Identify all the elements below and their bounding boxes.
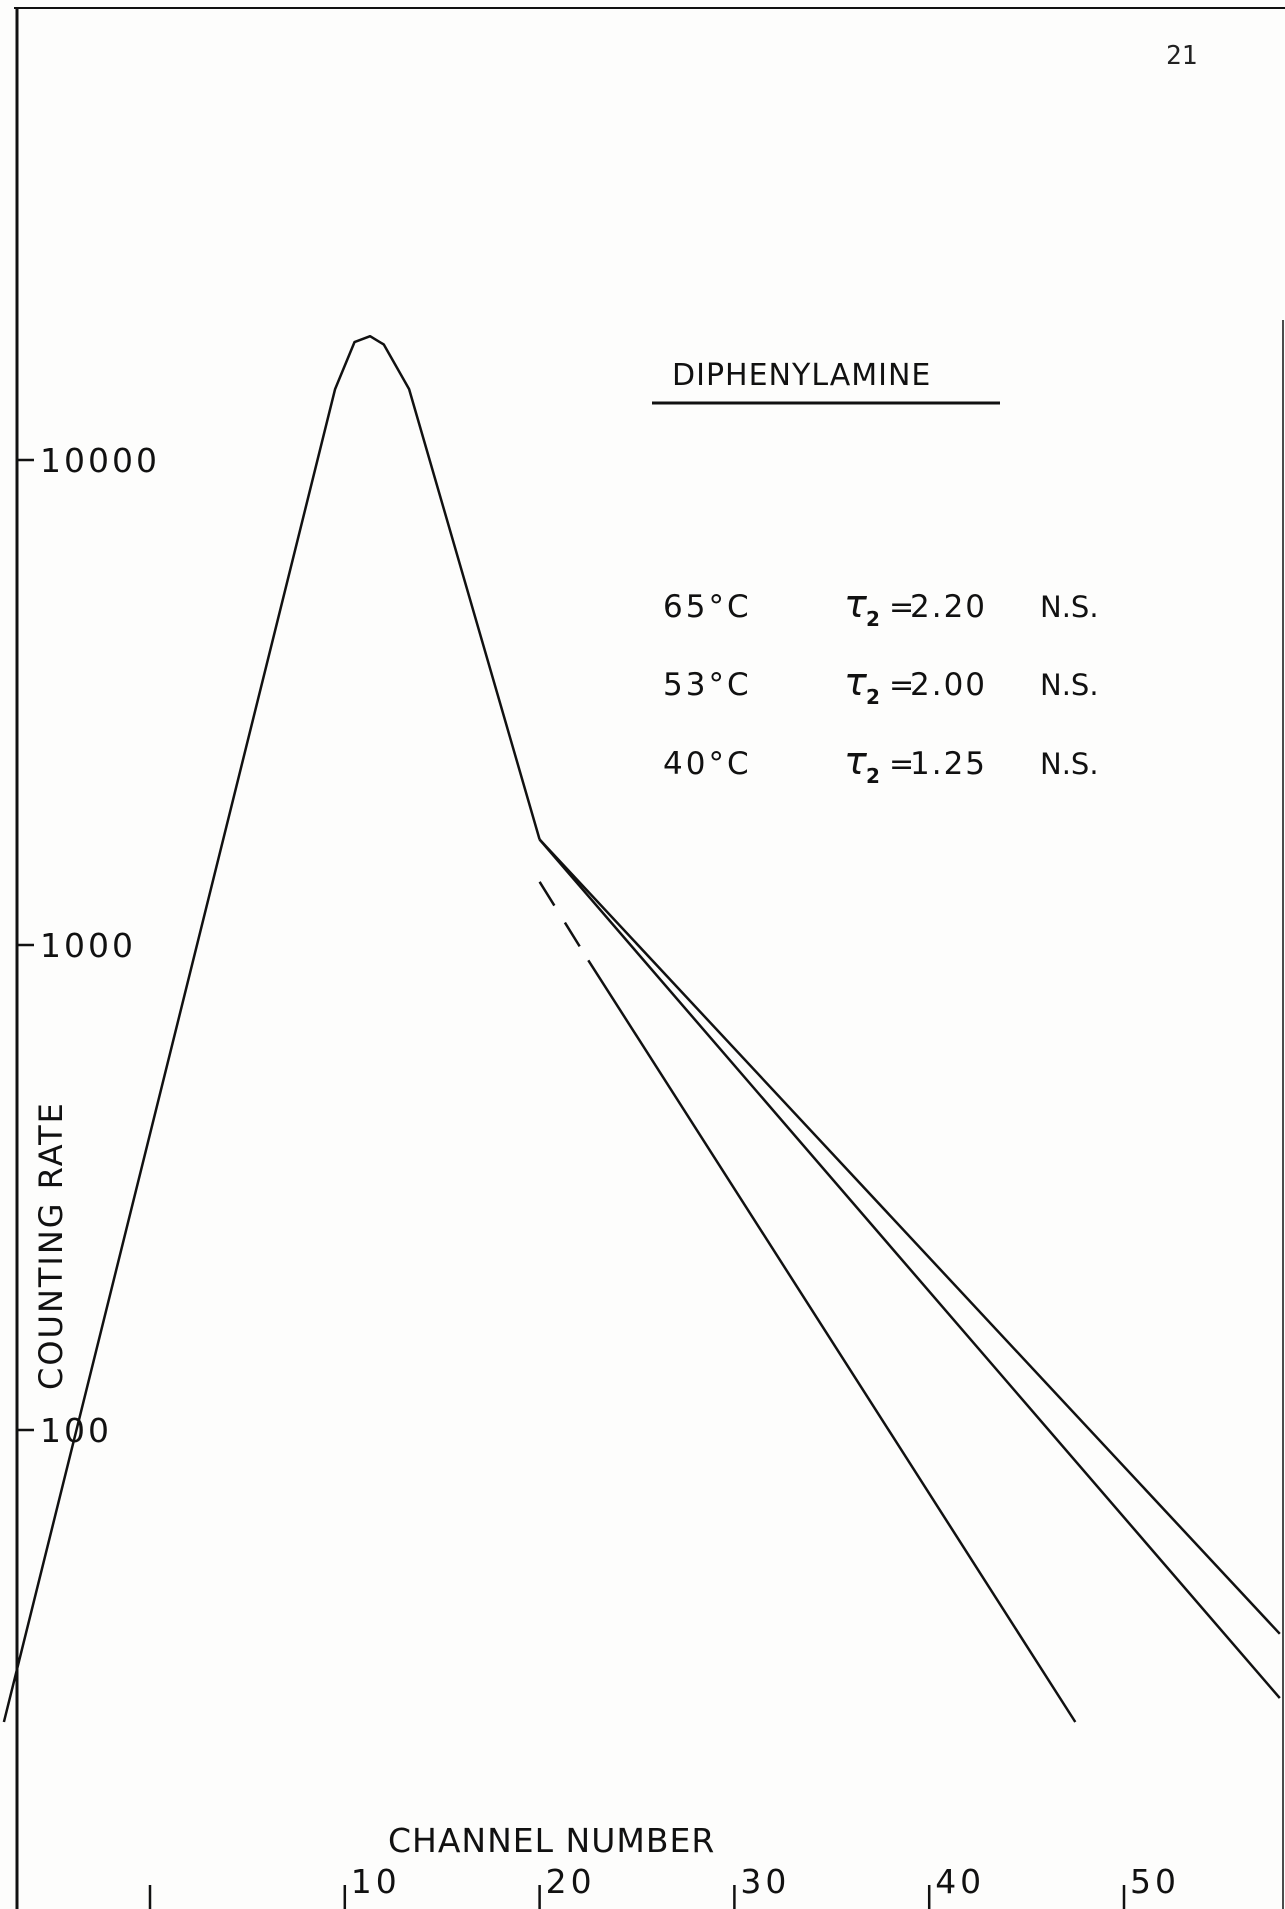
x-tick-label-30: 30 <box>740 1862 790 1901</box>
series-line-4 <box>587 959 1077 1723</box>
legend-unit: N.S. <box>1040 747 1099 781</box>
legend-row: 40°C τ 2 =1.25 N.S. <box>663 739 1099 788</box>
x-axis-label: CHANNEL NUMBER <box>388 1821 715 1860</box>
series-line-5 <box>538 881 590 961</box>
x-tick-label-10: 10 <box>351 1862 401 1901</box>
x-tick-label-50: 50 <box>1130 1862 1180 1901</box>
series-line-3 <box>538 838 1281 1699</box>
page-number: 21 <box>1166 41 1197 71</box>
legend-unit: N.S. <box>1040 590 1099 624</box>
y-tick-label-10000: 10000 <box>40 441 160 480</box>
legend-row: 53°C τ 2 =2.00 N.S. <box>663 660 1099 709</box>
legend-tau-symbol: τ <box>844 739 868 783</box>
legend-tau-subscript: 2 <box>866 764 880 788</box>
x-axis-ticks: 10 20 30 40 50 <box>148 1862 1180 1909</box>
legend-value: 2.20 <box>910 589 987 625</box>
legend-temperature: 65°C <box>663 589 752 625</box>
y-tick-label-100: 100 <box>40 1411 112 1450</box>
legend-equals: = <box>889 590 914 625</box>
series-line-1 <box>2 334 541 1723</box>
legend-row: 65°C τ 2 =2.20 N.S. <box>663 582 1099 631</box>
legend-equals: = <box>889 747 914 782</box>
legend-tau-subscript: 2 <box>866 685 880 709</box>
y-tick-label-1000: 1000 <box>40 926 136 965</box>
legend-tau-symbol: τ <box>844 660 868 704</box>
legend-tau-subscript: 2 <box>866 607 880 631</box>
x-tick-label-40: 40 <box>935 1862 985 1901</box>
legend-temperature: 53°C <box>663 667 752 703</box>
legend-value: 2.00 <box>910 667 987 703</box>
legend-unit: N.S. <box>1040 668 1099 702</box>
legend-tau-symbol: τ <box>844 582 868 626</box>
legend-equals: = <box>889 668 914 703</box>
series-line-2 <box>538 838 1281 1635</box>
legend: 65°C τ 2 =2.20 N.S.53°C τ 2 =2.00 N.S.40°C τ 2 =1.2… <box>663 582 1099 788</box>
chart-title: DIPHENYLAMINE <box>672 358 931 393</box>
y-axis-ticks: 100 1000 10000 <box>17 441 160 1450</box>
data-series <box>2 334 1281 1723</box>
x-tick-label-20: 20 <box>546 1862 596 1901</box>
y-axis-label: COUNTING RATE <box>32 1101 70 1390</box>
legend-value: 1.25 <box>910 746 987 782</box>
legend-temperature: 40°C <box>663 746 752 782</box>
